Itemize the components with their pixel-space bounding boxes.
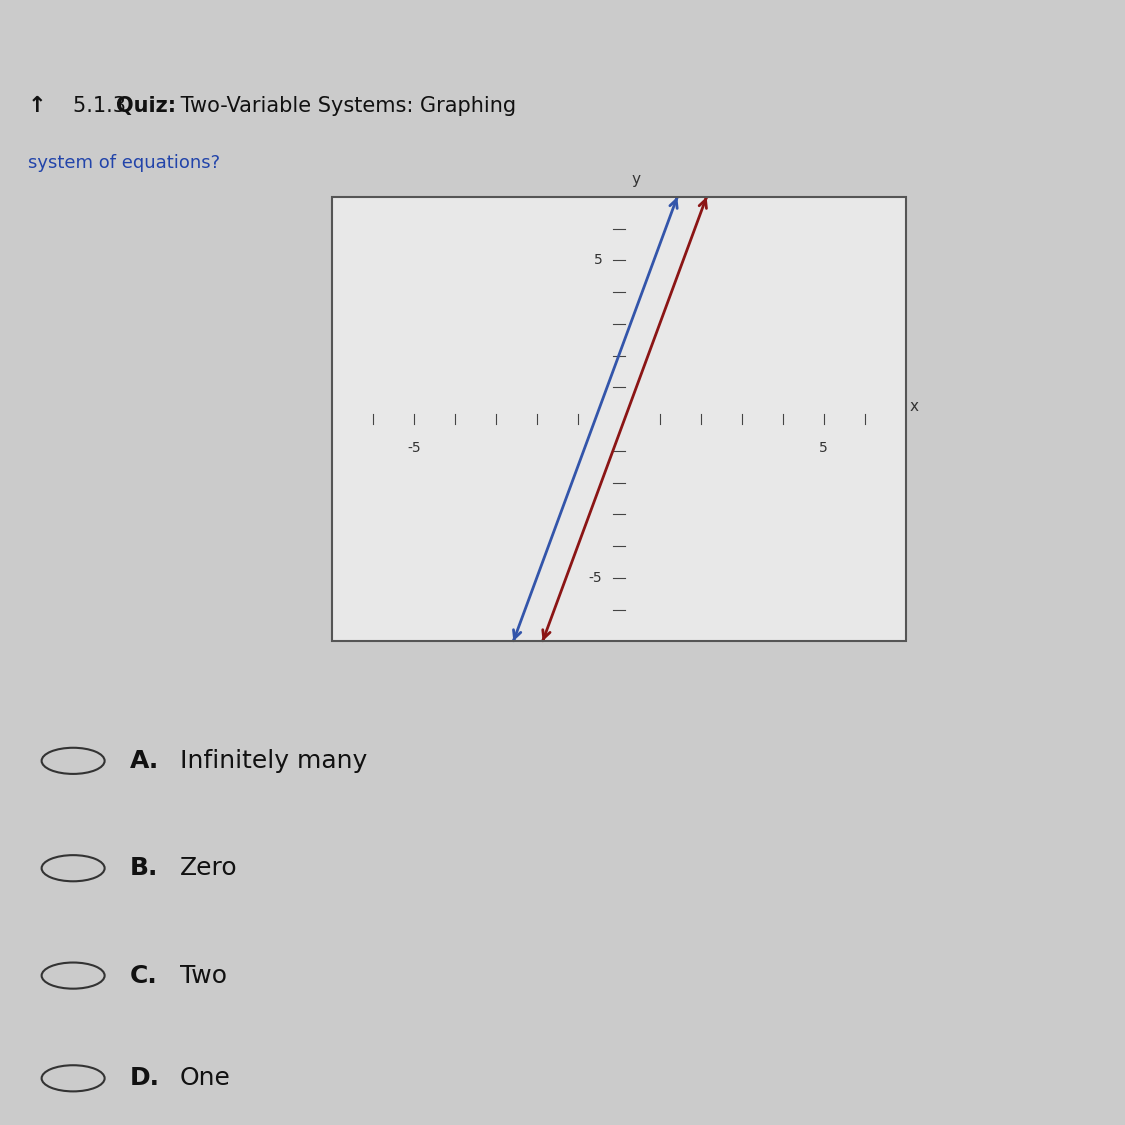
Text: -5: -5 <box>407 441 421 456</box>
Text: 5: 5 <box>819 441 828 456</box>
Text: B.: B. <box>129 856 158 880</box>
Text: Infinitely many: Infinitely many <box>180 749 367 773</box>
Text: Quiz:: Quiz: <box>116 96 176 116</box>
Text: x: x <box>910 399 919 414</box>
Text: Two-Variable Systems: Graphing: Two-Variable Systems: Graphing <box>174 96 516 116</box>
Text: C.: C. <box>129 964 158 988</box>
Text: One: One <box>180 1066 231 1090</box>
Text: A.: A. <box>129 749 159 773</box>
Text: 5: 5 <box>594 253 602 268</box>
Text: D.: D. <box>129 1066 160 1090</box>
Text: -5: -5 <box>588 570 602 585</box>
Text: system of equations?: system of equations? <box>28 154 221 172</box>
Text: 5.1.3: 5.1.3 <box>73 96 133 116</box>
Text: Zero: Zero <box>180 856 237 880</box>
Text: ↑: ↑ <box>28 96 47 116</box>
Text: y: y <box>631 172 640 188</box>
Text: Two: Two <box>180 964 227 988</box>
